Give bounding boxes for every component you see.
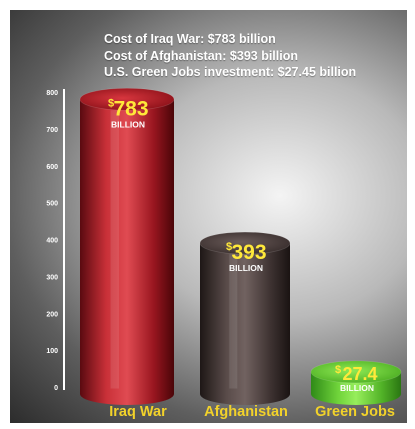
y-tick-label: 100 bbox=[46, 348, 58, 355]
header-line-iraq: Cost of Iraq War: $783 billion bbox=[104, 32, 276, 46]
bar-body bbox=[200, 243, 290, 405]
data-label-amount: 27.4 bbox=[342, 364, 377, 384]
y-tick-label: 200 bbox=[46, 311, 58, 318]
bar-body bbox=[80, 99, 174, 405]
bar-highlight bbox=[229, 254, 238, 389]
data-label-currency: $ bbox=[335, 364, 341, 376]
y-tick-label: 500 bbox=[46, 201, 58, 208]
y-tick-label: 600 bbox=[46, 164, 58, 171]
bar-highlight bbox=[340, 382, 349, 389]
category-labels: Iraq War Afghanistan Green Jobs bbox=[109, 404, 395, 420]
bar-iraq-war bbox=[79, 87, 175, 405]
category-label-green-jobs: Green Jobs bbox=[315, 404, 395, 420]
bar-green-jobs bbox=[310, 360, 402, 405]
data-label-amount: 393 bbox=[231, 241, 266, 264]
bars bbox=[79, 87, 402, 405]
y-tick-label: 400 bbox=[46, 238, 58, 245]
bar-top bbox=[310, 360, 402, 384]
bar-top bbox=[199, 231, 291, 255]
bar-afghanistan bbox=[199, 231, 291, 405]
header-line-afghanistan: Cost of Afghanistan: $393 billion bbox=[104, 48, 298, 63]
data-label-amount: 783 bbox=[113, 97, 148, 120]
y-tick-label: 700 bbox=[46, 127, 58, 134]
y-tick-label: 300 bbox=[46, 274, 58, 281]
data-label: 27.4$ BILLION bbox=[335, 364, 378, 393]
bar-top bbox=[79, 87, 175, 111]
data-label-unit: BILLION bbox=[340, 383, 374, 393]
y-tick-label: 0 bbox=[54, 385, 58, 392]
data-label-unit: BILLION bbox=[229, 263, 263, 273]
data-label-currency: $ bbox=[108, 97, 114, 109]
y-tick-label: 800 bbox=[46, 90, 58, 97]
data-label: 783$ BILLION bbox=[108, 97, 149, 129]
data-label: 393$ BILLION bbox=[226, 241, 267, 273]
bar-highlight bbox=[110, 110, 120, 389]
category-label-afghanistan: Afghanistan bbox=[204, 404, 288, 420]
data-label-currency: $ bbox=[226, 241, 232, 253]
header-line-green-jobs: U.S. Green Jobs investment: $27.45 billi… bbox=[104, 65, 357, 79]
data-label-unit: BILLION bbox=[111, 119, 145, 129]
category-label-iraq-war: Iraq War bbox=[109, 404, 167, 420]
y-axis: 0 100 200 300 400 500 600 700 800 bbox=[46, 89, 65, 392]
chart-header: Cost of Iraq War: $783 billion Cost of A… bbox=[104, 31, 409, 81]
